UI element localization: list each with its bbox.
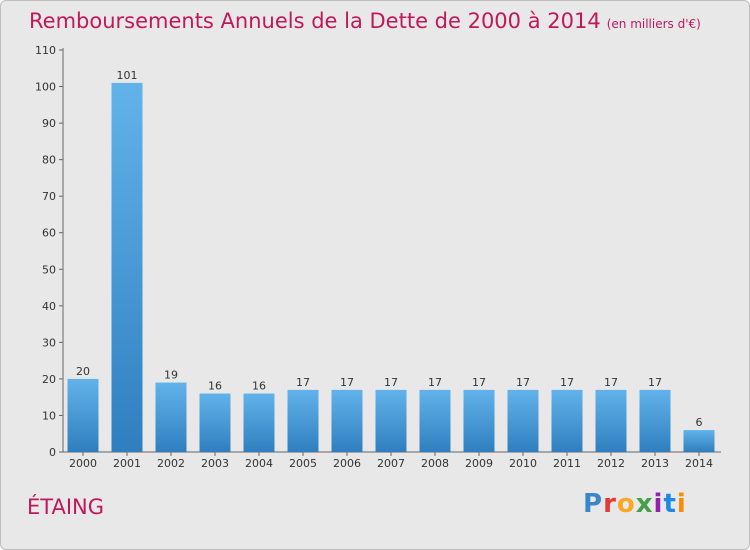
bar (507, 389, 539, 452)
unit-label: (en milliers d'€) (606, 17, 701, 31)
bar (67, 378, 99, 452)
data-label: 6 (696, 416, 703, 429)
bars: 20 2000 101 2001 19 2002 16 2003 16 2004 17 2005 17 2… (67, 69, 715, 470)
bar (375, 389, 407, 452)
x-tick-label: 2001 (113, 457, 141, 470)
title-text: Remboursements Annuels de la Dette de 20… (29, 9, 601, 33)
y-tick-label: 60 (42, 227, 56, 240)
bar (419, 389, 451, 452)
x-tick-label: 2000 (69, 457, 97, 470)
y-tick-label: 100 (35, 81, 56, 94)
data-label: 17 (384, 376, 398, 389)
x-tick-label: 2004 (245, 457, 273, 470)
data-label: 17 (428, 376, 442, 389)
y-tick-label: 30 (42, 336, 56, 349)
y-tick-label: 0 (49, 446, 56, 459)
bar (199, 393, 231, 452)
x-tick-label: 2002 (157, 457, 185, 470)
x-tick-label: 2014 (685, 457, 713, 470)
chart-title: Remboursements Annuels de la Dette de 20… (29, 9, 701, 33)
bar (595, 389, 627, 452)
x-tick-label: 2003 (201, 457, 229, 470)
y-tick-label: 40 (42, 300, 56, 313)
y-tick-label: 110 (35, 44, 56, 57)
data-label: 17 (296, 376, 310, 389)
bar (639, 389, 671, 452)
x-tick-label: 2007 (377, 457, 405, 470)
bar (111, 82, 143, 453)
x-tick-label: 2010 (509, 457, 537, 470)
x-tick-label: 2011 (553, 457, 581, 470)
data-label: 20 (76, 365, 90, 378)
y-tick-label: 20 (42, 373, 56, 386)
y-tick-label: 50 (42, 263, 56, 276)
data-label: 17 (560, 376, 574, 389)
x-tick-label: 2013 (641, 457, 669, 470)
x-tick-label: 2008 (421, 457, 449, 470)
bar (155, 382, 187, 452)
bar (463, 389, 495, 452)
data-label: 16 (208, 380, 222, 393)
data-label: 101 (117, 69, 138, 82)
bar (287, 389, 319, 452)
proxiti-logo: Proxiti (583, 489, 687, 519)
bar (331, 389, 363, 452)
y-tick-label: 90 (42, 117, 56, 130)
data-label: 17 (472, 376, 486, 389)
data-label: 17 (516, 376, 530, 389)
x-tick-label: 2009 (465, 457, 493, 470)
y-tick-label: 80 (42, 154, 56, 167)
commune-name: ÉTAING (27, 495, 105, 519)
y-tick-label: 10 (42, 409, 56, 422)
data-label: 17 (648, 376, 662, 389)
x-tick-label: 2012 (597, 457, 625, 470)
bar (683, 430, 715, 452)
data-label: 19 (164, 369, 178, 382)
bar (243, 393, 275, 452)
data-label: 16 (252, 380, 266, 393)
x-tick-label: 2006 (333, 457, 361, 470)
bar (551, 389, 583, 452)
data-label: 17 (604, 376, 618, 389)
y-tick-label: 70 (42, 190, 56, 203)
data-label: 17 (340, 376, 354, 389)
x-tick-label: 2005 (289, 457, 317, 470)
